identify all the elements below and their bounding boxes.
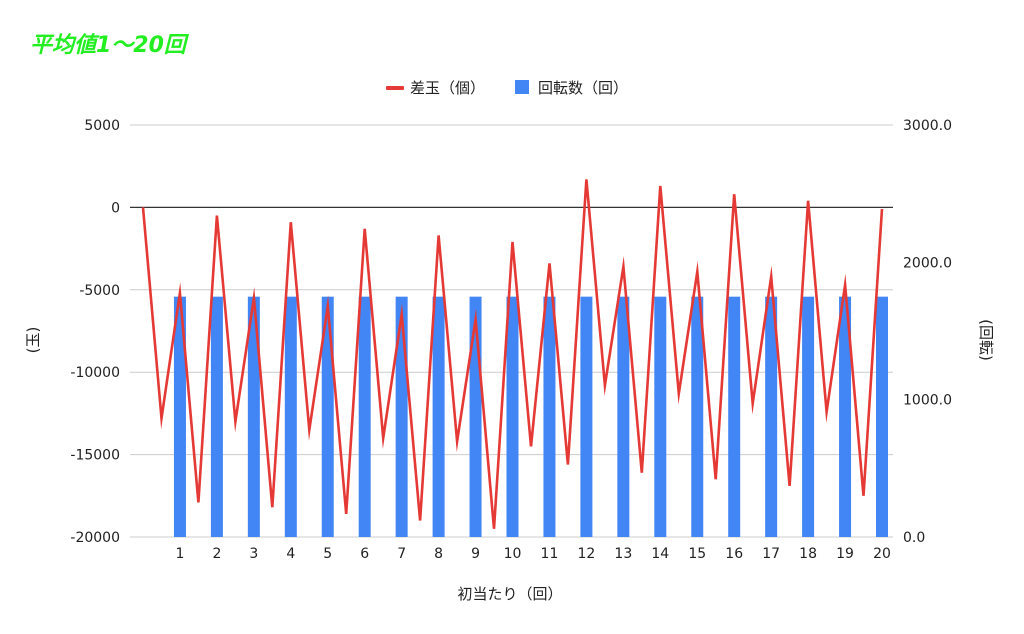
x-tick-label: 12 <box>577 546 595 562</box>
left-tick-label: -5000 <box>79 283 120 299</box>
x-tick-label: 4 <box>286 546 295 562</box>
x-tick-label: 13 <box>614 546 632 562</box>
bar <box>765 296 778 537</box>
bar <box>321 296 334 537</box>
legend: 差玉（個） 回転数（回） <box>386 79 628 97</box>
chart-title: 平均値1〜20回 <box>30 33 190 58</box>
x-tick-label: 9 <box>471 546 480 562</box>
x-tick-label: 11 <box>541 546 559 562</box>
bar <box>691 296 704 537</box>
legend-swatch-line <box>386 86 404 90</box>
legend-swatch-bar <box>515 80 529 94</box>
left-axis: 5000 0 -5000 -10000 -15000 -20000 <box>70 118 120 546</box>
legend-label-line: 差玉（個） <box>410 79 485 97</box>
y-axis-left-title: (玉) <box>24 327 42 354</box>
bar <box>543 296 556 537</box>
x-tick-label: 8 <box>434 546 443 562</box>
x-tick-label: 2 <box>212 546 221 562</box>
x-tick-label: 5 <box>323 546 332 562</box>
bar <box>284 296 297 537</box>
bar <box>802 296 815 537</box>
x-tick-label: 14 <box>651 546 669 562</box>
right-tick-label: 1000.0 <box>903 393 952 409</box>
x-tick-label: 7 <box>397 546 406 562</box>
bar <box>876 296 888 537</box>
left-tick-label: -10000 <box>70 365 120 381</box>
x-tick-label: 3 <box>249 546 258 562</box>
x-tick-label: 6 <box>360 546 369 562</box>
bar <box>654 296 667 537</box>
bar <box>580 296 593 537</box>
x-tick-label: 17 <box>762 546 780 562</box>
bar <box>506 296 519 537</box>
x-axis: 1 2 3 4 5 6 7 8 9 10 11 12 13 14 15 16 17 18 19 20 <box>175 546 890 562</box>
bar <box>617 296 630 537</box>
line-path <box>141 179 884 529</box>
bar <box>173 296 186 537</box>
bar <box>247 296 260 537</box>
left-tick-label: -15000 <box>70 448 120 464</box>
x-tick-label: 18 <box>799 546 817 562</box>
x-tick-label: 20 <box>873 546 891 562</box>
legend-label-bar: 回転数（回） <box>538 79 628 97</box>
bar <box>432 296 445 537</box>
left-tick-label: 5000 <box>84 118 120 134</box>
left-tick-label: -20000 <box>70 530 120 546</box>
x-tick-label: 19 <box>836 546 854 562</box>
x-tick-label: 10 <box>504 546 522 562</box>
right-axis: 3000.0 2000.0 1000.0 0.0 <box>903 118 952 546</box>
right-tick-label: 3000.0 <box>903 118 952 134</box>
bar-series <box>173 296 888 537</box>
line-series <box>141 179 884 529</box>
bar <box>358 296 371 537</box>
x-tick-label: 1 <box>175 546 184 562</box>
x-axis-title: 初当たり（回） <box>457 585 562 603</box>
bar <box>210 296 223 537</box>
bar <box>728 296 741 537</box>
x-tick-label: 15 <box>688 546 706 562</box>
bar <box>839 296 852 537</box>
bar <box>395 296 408 537</box>
right-tick-label: 0.0 <box>903 530 925 546</box>
right-tick-label: 2000.0 <box>903 255 952 271</box>
left-tick-label: 0 <box>111 200 120 216</box>
x-tick-label: 16 <box>725 546 743 562</box>
y-axis-right-title: (回転) <box>977 319 995 361</box>
